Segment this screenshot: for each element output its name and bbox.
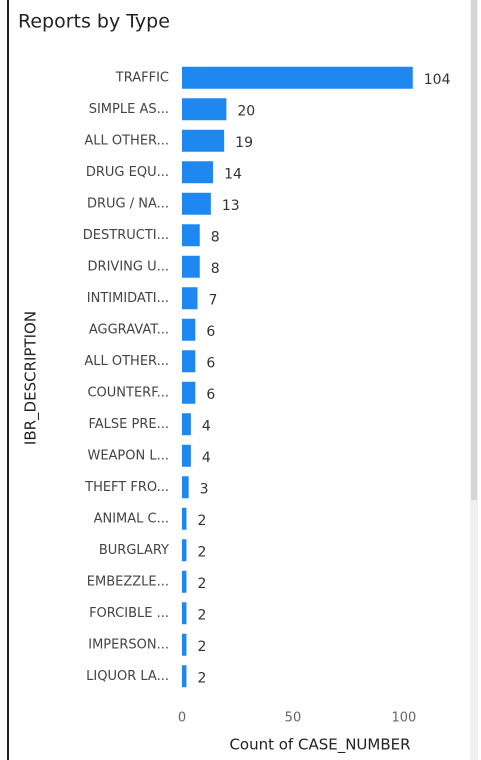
bar <box>182 633 187 656</box>
y-tick-label: ANIMAL C... <box>94 511 169 526</box>
bar <box>182 129 225 152</box>
y-tick-label: COUNTERF... <box>87 385 169 400</box>
value-label: 4 <box>202 418 211 434</box>
y-axis-title: IBR_DESCRIPTION <box>22 311 41 445</box>
value-label: 13 <box>222 198 240 214</box>
value-label: 14 <box>224 166 242 182</box>
y-tick-label: DRIVING U... <box>88 259 169 274</box>
value-label: 7 <box>209 292 218 308</box>
bar <box>182 539 187 562</box>
y-tick-label: INTIMIDATI... <box>87 291 169 306</box>
y-tick-label: THEFT FRO... <box>84 480 169 495</box>
value-label: 2 <box>197 670 206 686</box>
y-tick-label: AGGRAVAT... <box>89 322 169 337</box>
value-label: 104 <box>424 72 451 88</box>
x-axis-title: Count of CASE_NUMBER <box>229 736 410 755</box>
bar <box>182 224 200 247</box>
y-tick-label: IMPERSON... <box>88 637 169 652</box>
bar <box>182 665 187 688</box>
value-label: 2 <box>197 607 206 623</box>
bar <box>182 287 198 310</box>
y-tick-label: EMBEZZLE... <box>87 574 169 589</box>
y-tick-label: LIQUOR LA... <box>86 669 169 684</box>
x-tick-label: 50 <box>285 711 302 726</box>
value-label: 2 <box>197 513 206 529</box>
bar <box>182 161 214 184</box>
bar <box>182 476 189 499</box>
bar <box>182 318 196 341</box>
y-tick-label: DRUG / NA... <box>87 196 169 211</box>
value-label: 6 <box>206 355 215 371</box>
y-tick-label: ALL OTHER... <box>84 133 169 148</box>
bar <box>182 413 191 436</box>
value-label: 8 <box>211 229 220 245</box>
y-tick-label: WEAPON L... <box>87 448 169 463</box>
value-label: 2 <box>197 544 206 560</box>
value-label: 20 <box>237 103 255 119</box>
bar <box>182 66 413 89</box>
value-label: 8 <box>211 261 220 277</box>
bar <box>182 602 187 625</box>
chart-title: Reports by Type <box>18 11 170 33</box>
bar <box>182 255 200 278</box>
bar <box>182 381 196 404</box>
bar <box>182 570 187 593</box>
value-label: 2 <box>197 576 206 592</box>
y-tick-label: BURGLARY <box>99 543 169 558</box>
x-tick-label: 100 <box>391 711 416 726</box>
bar <box>182 444 191 467</box>
y-tick-label: DESTRUCTI... <box>83 228 169 243</box>
value-label: 2 <box>197 639 206 655</box>
value-label: 3 <box>200 481 209 497</box>
bar <box>182 98 227 121</box>
value-label: 4 <box>202 450 211 466</box>
y-tick-label: TRAFFIC <box>115 70 169 85</box>
y-tick-label: DRUG EQU... <box>86 165 169 180</box>
y-tick-label: FALSE PRE... <box>88 417 169 432</box>
scrollbar-thumb <box>471 0 477 500</box>
x-tick-label: 0 <box>178 711 186 726</box>
value-label: 19 <box>235 135 253 151</box>
value-label: 6 <box>206 387 215 403</box>
bar <box>182 507 187 530</box>
y-tick-label: ALL OTHER... <box>84 354 169 369</box>
value-label: 6 <box>206 324 215 340</box>
bar <box>182 350 196 373</box>
bar <box>182 192 211 215</box>
y-tick-label: SIMPLE AS... <box>89 102 169 117</box>
y-tick-label: FORCIBLE ... <box>89 606 169 621</box>
